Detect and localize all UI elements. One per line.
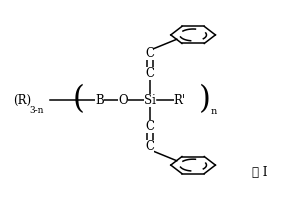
- Text: Si: Si: [144, 94, 156, 106]
- Text: C: C: [146, 47, 154, 60]
- Text: C: C: [146, 120, 154, 133]
- Text: C: C: [146, 140, 154, 153]
- Text: C: C: [146, 67, 154, 80]
- Text: 式 I: 式 I: [252, 166, 268, 179]
- Text: (R): (R): [13, 94, 32, 106]
- Text: B: B: [95, 94, 104, 106]
- Text: R': R': [174, 94, 186, 106]
- Text: n: n: [211, 107, 217, 116]
- Text: O: O: [118, 94, 128, 106]
- Text: 3-n: 3-n: [30, 106, 44, 115]
- Text: (: (: [73, 84, 85, 116]
- Text: ): ): [199, 84, 211, 116]
